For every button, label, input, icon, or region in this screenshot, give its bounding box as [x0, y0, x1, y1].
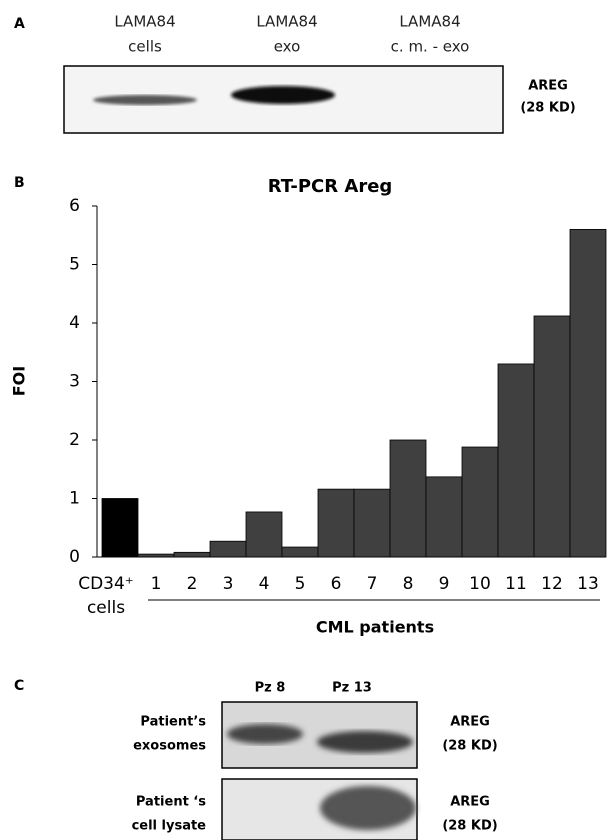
lane-label: c. m. - exo — [391, 38, 470, 56]
lane-label: LAMA84 — [256, 13, 317, 31]
marker-label: (28 KD) — [520, 101, 575, 116]
band — [93, 95, 197, 105]
bar — [281, 546, 319, 558]
row-label: exosomes — [133, 739, 206, 754]
x-tick-label: 12 — [541, 574, 563, 594]
x-tick-label: 11 — [505, 574, 527, 594]
bar — [461, 446, 499, 558]
lane-label: cells — [128, 38, 162, 56]
x-tick-label: 2 — [187, 574, 198, 594]
y-tick-label: 4 — [69, 313, 80, 333]
lane-label: LAMA84 — [114, 13, 175, 31]
bar — [245, 511, 283, 558]
band — [317, 731, 413, 753]
bar — [389, 439, 427, 558]
y-tick-label: 6 — [69, 196, 80, 216]
panel-label: B — [14, 175, 25, 191]
x-tick-label: 8 — [403, 574, 414, 594]
panel-label: C — [14, 678, 24, 694]
bar — [569, 228, 607, 558]
row-label: Patient’s — [140, 715, 206, 730]
marker-label: (28 KD) — [442, 819, 497, 834]
bar — [497, 363, 535, 558]
bar — [137, 553, 175, 558]
x-tick-label: 10 — [469, 574, 491, 594]
bar — [317, 488, 355, 558]
row-label: Patient ‘s — [136, 795, 206, 810]
y-tick-label: 3 — [69, 372, 80, 392]
bar — [353, 488, 391, 558]
row-label: cell lysate — [132, 819, 207, 834]
band — [320, 786, 416, 830]
band — [227, 724, 303, 744]
lane-label: LAMA84 — [399, 13, 460, 31]
bar — [173, 551, 211, 558]
y-axis-label: FOI — [10, 366, 29, 396]
y-tick-label: 1 — [69, 489, 80, 509]
band — [231, 86, 335, 104]
marker-label: AREG — [450, 715, 490, 730]
x-tick-label: 9 — [439, 574, 450, 594]
lane-label: exo — [274, 38, 301, 56]
x-tick-label: 7 — [367, 574, 378, 594]
bar — [209, 540, 247, 558]
marker-label: AREG — [450, 795, 490, 810]
bar — [101, 498, 139, 558]
x-tick-label: 13 — [577, 574, 599, 594]
marker-label: AREG — [528, 79, 568, 94]
x-tick-label: 1 — [151, 574, 162, 594]
panel-label: A — [14, 16, 25, 32]
bar — [425, 476, 463, 558]
chart-title: RT-PCR Areg — [268, 176, 393, 197]
lane-label: Pz 8 — [255, 681, 286, 696]
lane-label: Pz 13 — [332, 681, 372, 696]
x-tick-label: 3 — [223, 574, 234, 594]
y-tick-label: 2 — [69, 430, 80, 450]
x-group-label: CML patients — [316, 618, 434, 637]
x-tick-label: 4 — [259, 574, 270, 594]
bar — [533, 315, 571, 558]
x-tick-label: CD34⁺ cells — [78, 574, 134, 618]
x-tick-label: 5 — [295, 574, 306, 594]
y-tick-label: 0 — [69, 547, 80, 567]
y-tick-label: 5 — [69, 255, 80, 275]
marker-label: (28 KD) — [442, 739, 497, 754]
x-tick-label: 6 — [331, 574, 342, 594]
